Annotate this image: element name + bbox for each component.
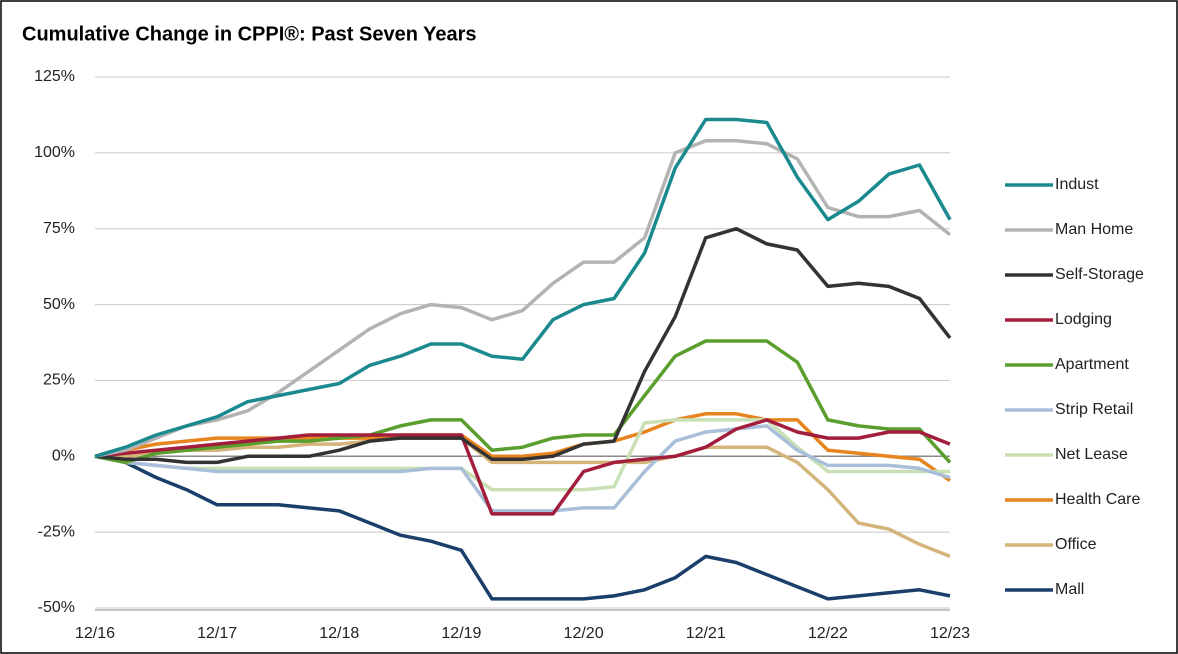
x-tick-label: 12/21 <box>686 625 726 642</box>
lines <box>94 117 952 601</box>
series-line <box>94 454 951 601</box>
series-line <box>94 138 952 459</box>
y-tick-label: 100% <box>34 144 75 161</box>
legend-label: Strip Retail <box>1055 401 1133 418</box>
legend-label: Man Home <box>1055 221 1133 238</box>
legend-label: Indust <box>1055 176 1099 193</box>
series-line <box>94 412 952 483</box>
x-tick-label: 12/16 <box>75 625 115 642</box>
y-tick-label: 25% <box>43 372 75 389</box>
series-line <box>94 339 952 465</box>
series-line <box>95 436 951 559</box>
y-tick-label: 75% <box>43 220 75 237</box>
y-tick-label: -25% <box>38 523 75 540</box>
x-tick-label: 12/19 <box>441 625 481 642</box>
x-tick-label: 12/23 <box>930 625 970 642</box>
x-tick-label: 12/18 <box>319 625 359 642</box>
y-tick-label: 0% <box>52 448 75 465</box>
x-tick-label: 12/22 <box>808 625 848 642</box>
chart-title: Cumulative Change in CPPI®: Past Seven Y… <box>22 23 477 45</box>
x-tick-label: 12/17 <box>197 625 237 642</box>
legend-label: Net Lease <box>1055 446 1128 463</box>
legend-label: Health Care <box>1055 491 1140 508</box>
series-line <box>94 117 952 458</box>
grid <box>95 76 950 611</box>
y-tick-label: -50% <box>38 599 75 616</box>
y-tick-label: 50% <box>43 296 75 313</box>
legend-label: Office <box>1055 536 1097 553</box>
series-line <box>94 418 951 516</box>
series-line <box>94 226 952 465</box>
labels: -50% -25% 0% 25% 50% 75% 100% 125% 12/16 12/17 12/… <box>34 68 1144 642</box>
legend-label: Mall <box>1055 581 1084 598</box>
x-tick-label: 12/20 <box>564 625 604 642</box>
legend-label: Self-Storage <box>1055 266 1144 283</box>
legend-label: Apartment <box>1055 356 1129 373</box>
series-line <box>94 424 951 513</box>
legend-label: Lodging <box>1055 311 1112 328</box>
y-tick-label: 125% <box>34 68 75 85</box>
